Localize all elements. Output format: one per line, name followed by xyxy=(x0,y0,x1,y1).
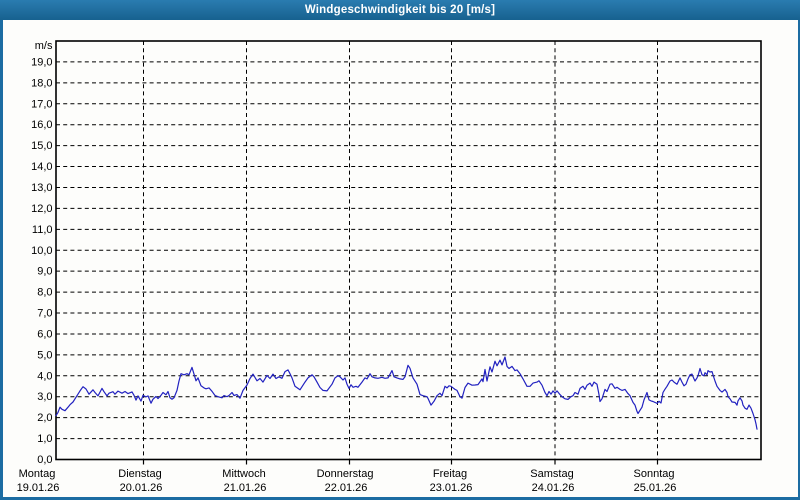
day-date-label: 23.01.26 xyxy=(430,482,473,494)
y-tick-label: 18,0 xyxy=(31,77,52,89)
day-date-label: 22.01.26 xyxy=(325,482,368,494)
day-date-label: 24.01.26 xyxy=(532,482,575,494)
y-tick-label: 17,0 xyxy=(31,98,52,110)
plot-border xyxy=(55,40,762,461)
day-name-label: Montag xyxy=(19,468,56,480)
day-date-label: 20.01.26 xyxy=(120,482,163,494)
day-name-label: Dienstag xyxy=(118,468,161,480)
day-date-label: 21.01.26 xyxy=(224,482,267,494)
day-name-label: Freitag xyxy=(433,468,467,480)
y-tick-label: 7,0 xyxy=(37,308,52,320)
day-name-label: Donnerstag xyxy=(317,468,374,480)
y-tick-label: 3,0 xyxy=(37,391,52,403)
y-tick-label: 14,0 xyxy=(31,161,52,173)
day-date-label: 19.01.26 xyxy=(17,482,60,494)
y-tick-label: 5,0 xyxy=(37,349,52,361)
x-day-labels: Montag 19.01.26 Dienstag 20.01.26 Mittwoch 21… xyxy=(17,468,677,494)
y-axis-unit-label: m/s xyxy=(35,40,53,52)
wind-speed-series-line xyxy=(55,356,758,430)
y-tick-label: 1,0 xyxy=(37,433,52,445)
y-tick-label: 11,0 xyxy=(32,224,53,236)
y-tick-label: 13,0 xyxy=(31,182,52,194)
day-name-label: Sonntag xyxy=(634,468,675,480)
y-tick-label: 8,0 xyxy=(37,287,52,299)
y-gridlines xyxy=(56,61,761,440)
y-tick-label: 12,0 xyxy=(31,203,52,215)
day-date-label: 25.01.26 xyxy=(634,482,677,494)
y-tick-label: 2,0 xyxy=(37,412,52,424)
y-tick-label: 10,0 xyxy=(31,245,52,257)
y-tick-label: 19,0 xyxy=(31,56,52,68)
y-tick-label: 15,0 xyxy=(31,140,52,152)
y-tick-label: 0,0 xyxy=(37,454,52,466)
y-tick-label: 16,0 xyxy=(31,119,52,131)
day-name-label: Mittwoch xyxy=(222,468,265,480)
y-tick-label: 4,0 xyxy=(37,370,52,382)
y-tick-label: 6,0 xyxy=(37,328,52,340)
y-tick-label: 9,0 xyxy=(37,266,52,278)
day-name-label: Samstag xyxy=(530,468,573,480)
page-title: Windgeschwindigkeit bis 20 [m/s] xyxy=(304,4,496,16)
x-gridlines xyxy=(142,41,659,465)
title-bar: Windgeschwindigkeit bis 20 [m/s] xyxy=(0,0,800,20)
y-tick-labels: 0,0 1,0 2,0 3,0 4,0 5,0 6,0 7,0 8,0 9,0 10,0 11,0 12… xyxy=(31,56,52,466)
